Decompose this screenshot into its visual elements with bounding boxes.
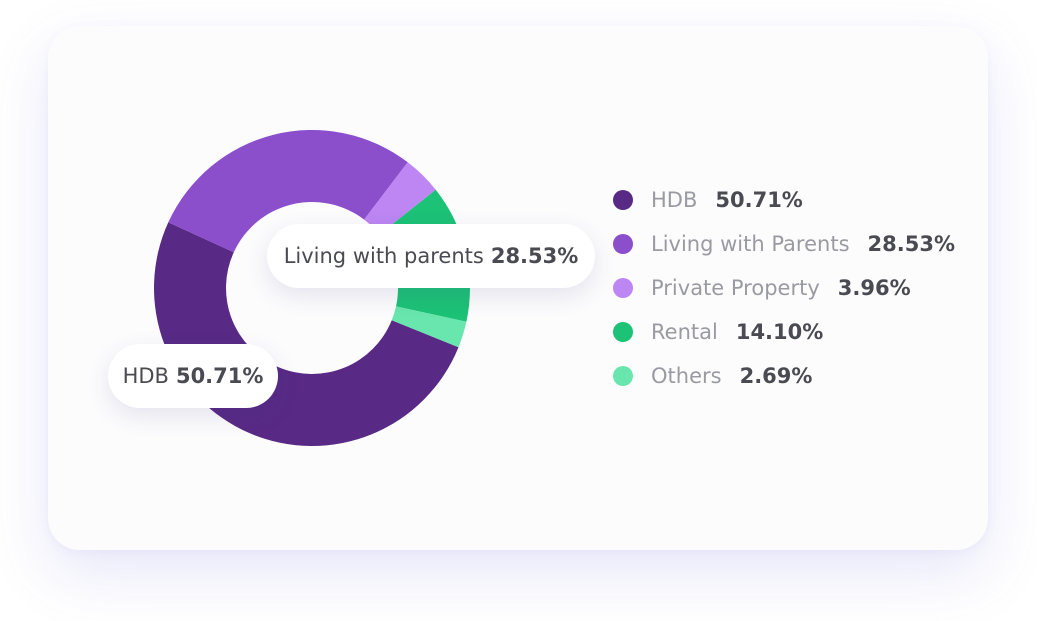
callout-living-with-parents: Living with parents 28.53%	[267, 224, 595, 288]
legend-item-others[interactable]: Others 2.69%	[613, 354, 955, 398]
legend-label-living-with-parents: Living with Parents	[651, 232, 850, 256]
legend-value-hdb: 50.71%	[715, 188, 803, 212]
legend-swatch-hdb	[613, 190, 633, 210]
legend-item-living-with-parents[interactable]: Living with Parents 28.53%	[613, 222, 955, 266]
legend-label-hdb: HDB	[651, 188, 698, 212]
legend-item-private-property[interactable]: Private Property 3.96%	[613, 266, 955, 310]
legend-item-hdb[interactable]: HDB 50.71%	[613, 178, 955, 222]
legend-value-private-property: 3.96%	[837, 276, 911, 300]
donut-slice-private-property[interactable]	[364, 162, 436, 235]
donut-slice-others[interactable]	[391, 306, 467, 348]
legend-value-living-with-parents: 28.53%	[867, 232, 955, 256]
callout-living-label: Living with parents	[283, 244, 484, 268]
legend-value-others: 2.69%	[739, 364, 813, 388]
chart-card: Living with parents 28.53% HDB 50.71% HD…	[48, 26, 988, 550]
legend-label-rental: Rental	[651, 320, 718, 344]
legend-swatch-private-property	[613, 278, 633, 298]
legend-swatch-rental	[613, 322, 633, 342]
donut-slice-living-with-parents[interactable]	[168, 130, 408, 253]
legend-value-rental: 14.10%	[735, 320, 824, 344]
callout-hdb-value: 50.71%	[175, 364, 264, 388]
callout-living-value: 28.53%	[490, 244, 579, 268]
legend-swatch-living-with-parents	[613, 234, 633, 254]
legend-label-others: Others	[651, 364, 722, 388]
legend-item-rental[interactable]: Rental 14.10%	[613, 310, 955, 354]
callout-hdb-label: HDB	[122, 364, 169, 388]
chart-legend: HDB 50.71% Living with Parents 28.53% Pr…	[613, 178, 955, 398]
legend-label-private-property: Private Property	[651, 276, 820, 300]
legend-swatch-others	[613, 366, 633, 386]
callout-hdb: HDB 50.71%	[108, 344, 278, 408]
